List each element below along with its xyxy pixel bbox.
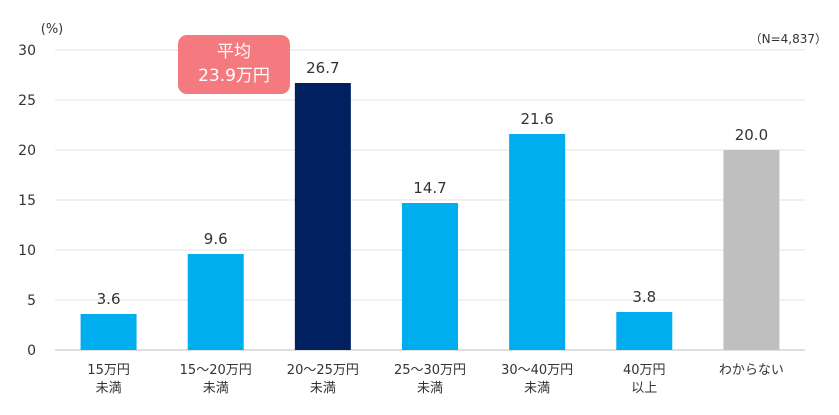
y-tick-label: 15: [18, 193, 36, 209]
y-axis: 0 5 10 15 20 25 30: [18, 43, 36, 359]
x-tick-label: 25～30万円: [394, 363, 466, 378]
x-tick-label: 未満: [203, 381, 229, 396]
x-tick-label: 15～20万円: [180, 363, 252, 378]
value-label: 21.6: [520, 110, 553, 128]
x-tick-label: 20～25万円: [287, 363, 359, 378]
value-label: 26.7: [306, 59, 339, 77]
x-tick-label: わからない: [719, 363, 784, 378]
bar: [509, 134, 566, 350]
x-tick-label: 30～40万円: [501, 363, 573, 378]
value-label: 3.8: [632, 288, 656, 306]
y-tick-label: 20: [18, 143, 36, 159]
y-tick-label: 10: [18, 243, 36, 259]
x-tick-label: 40万円: [623, 363, 666, 378]
bar: [187, 254, 244, 350]
x-tick-label: 未満: [524, 381, 550, 396]
x-tick-label: 未満: [96, 381, 122, 396]
value-labels: 3.6 9.6 26.7 14.7 21.6 3.8 20.0: [97, 59, 768, 308]
value-label: 20.0: [735, 126, 768, 144]
value-label: 3.6: [97, 290, 121, 308]
y-tick-label: 0: [27, 343, 36, 359]
average-badge: 平均 23.9万円: [178, 35, 290, 94]
average-badge-title: 平均: [217, 42, 251, 62]
value-label: 14.7: [413, 179, 446, 197]
x-tick-label: 未満: [310, 381, 336, 396]
bars: [80, 83, 780, 350]
bar: [294, 83, 351, 350]
bar: [402, 203, 458, 350]
bar: [80, 314, 137, 350]
x-tick-label: 以上: [631, 381, 657, 396]
y-tick-label: 30: [18, 43, 36, 59]
y-tick-label: 25: [18, 93, 36, 109]
y-tick-label: 5: [27, 293, 36, 309]
x-tick-label: 15万円: [87, 363, 130, 378]
value-label: 9.6: [204, 230, 228, 248]
average-badge-value: 23.9万円: [198, 66, 270, 86]
y-axis-unit-label: (%): [41, 22, 64, 37]
bar: [723, 150, 780, 350]
x-axis: 15万円未満15～20万円未満20～25万円未満25～30万円未満30～40万円…: [87, 363, 784, 396]
bar: [616, 312, 673, 350]
sample-size-note: （N=4,837）: [750, 32, 827, 46]
x-tick-label: 未満: [417, 381, 443, 396]
